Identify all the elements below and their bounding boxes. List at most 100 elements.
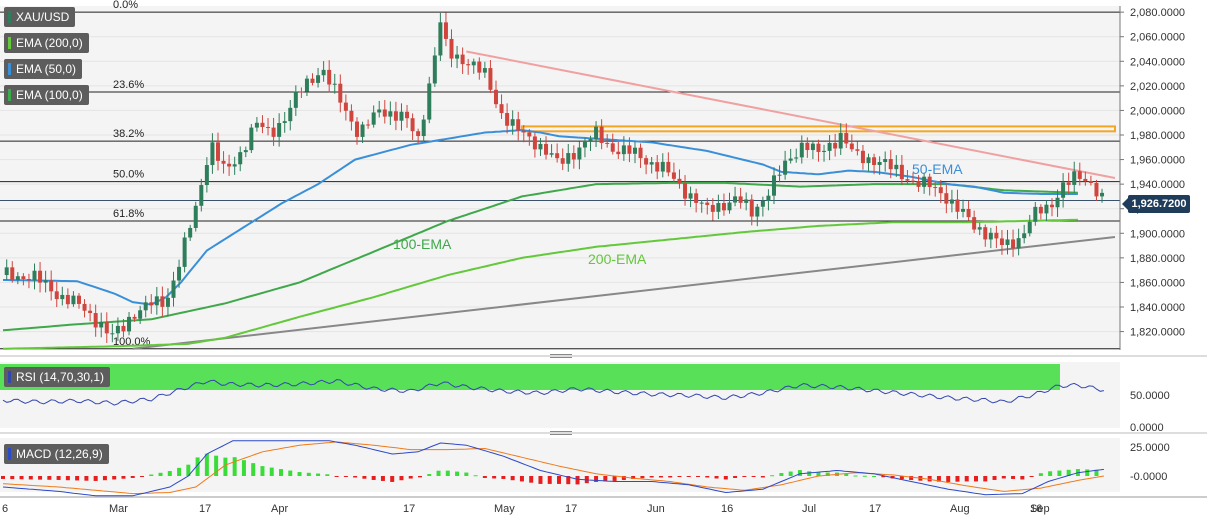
macd-histogram-bar: [28, 476, 33, 480]
rsi-legend[interactable]: RSI (14,70,30,1): [4, 367, 111, 387]
candle-body: [521, 130, 526, 133]
macd-histogram-bar: [696, 476, 700, 477]
fib-label: 0.0%: [113, 0, 138, 11]
candle-body: [988, 232, 993, 240]
candle-body: [894, 164, 899, 170]
candle-body: [282, 121, 287, 124]
ema100-legend[interactable]: EMA (100,0): [4, 85, 89, 105]
macd-histogram-bar: [464, 472, 469, 476]
y-tick-label: 1,860.0000: [1130, 277, 1185, 289]
macd-histogram-bar: [992, 476, 997, 480]
macd-histogram-bar: [1048, 471, 1053, 476]
candle-body: [482, 68, 487, 73]
candle-body: [710, 204, 715, 212]
descending-resistance-line: [466, 50, 1116, 179]
candle-body: [1066, 182, 1071, 185]
candle-body: [822, 150, 827, 152]
candle-body: [805, 142, 810, 151]
ema50-swatch: [8, 63, 11, 75]
ema50-legend-text: EMA (50,0): [16, 62, 77, 76]
candle-body: [1094, 182, 1099, 197]
macd-histogram-bar: [547, 476, 552, 484]
macd-line: [2, 440, 1104, 497]
candle-body: [405, 111, 410, 119]
macd-histogram-bar: [65, 476, 70, 481]
x-tick-label: Apr: [271, 503, 288, 515]
candle-body: [271, 127, 276, 137]
candle-body: [683, 183, 688, 199]
candle-body: [104, 322, 109, 334]
macd-histogram-bar: [1085, 469, 1090, 476]
ema200-legend[interactable]: EMA (200,0): [4, 33, 89, 53]
symbol-label[interactable]: XAU/USD: [4, 7, 76, 27]
x-tick-label: 17: [869, 503, 881, 515]
macd-histogram-bar: [899, 476, 904, 480]
candle-body: [733, 196, 738, 203]
candle-body: [660, 161, 665, 172]
macd-legend[interactable]: MACD (12,26,9): [4, 444, 109, 464]
x-tick-label: Jun: [647, 503, 665, 515]
candle-body: [304, 78, 309, 92]
candle-body: [938, 187, 943, 194]
candle-body: [438, 22, 443, 56]
candle-body: [933, 187, 938, 189]
macd-histogram-bar: [75, 476, 80, 481]
candle-body: [327, 69, 332, 85]
candle-body: [316, 75, 321, 83]
macd-histogram-bar: [362, 476, 367, 479]
macd-histogram-bar: [380, 476, 385, 481]
candle-body: [716, 203, 721, 212]
candle-body: [955, 199, 960, 212]
macd-histogram-bar: [408, 476, 413, 479]
candle-body: [644, 158, 649, 165]
y-tick-label: 1,960.0000: [1130, 155, 1185, 167]
macd-histogram-bar: [492, 476, 497, 479]
candle-body: [1088, 180, 1093, 183]
x-tick-label: Jul: [802, 503, 816, 515]
pane-resize-handle-top[interactable]: [550, 354, 572, 360]
y-tick-label: 1,820.0000: [1130, 327, 1185, 339]
macd-histogram-bar: [214, 455, 219, 476]
macd-histogram-bar: [538, 476, 543, 484]
macd-histogram-bar: [1001, 476, 1006, 479]
candle-body: [1005, 239, 1010, 245]
ema100-annotation: 100-EMA: [393, 236, 452, 252]
macd-histogram-bar: [473, 475, 478, 477]
fib-label: 23.6%: [113, 79, 144, 91]
candle-body: [349, 110, 354, 122]
candle-body: [594, 126, 599, 140]
candle-body: [849, 143, 854, 150]
macd-histogram-bar: [797, 470, 802, 476]
macd-histogram-bar: [612, 476, 617, 481]
macd-histogram-bar: [195, 457, 200, 476]
candle-body: [1055, 197, 1060, 208]
candle-body: [460, 54, 465, 65]
candle-body: [1061, 182, 1066, 198]
macd-histogram-bar: [751, 476, 756, 477]
macd-histogram-bar: [371, 476, 376, 480]
candle-body: [249, 127, 254, 151]
macd-histogram-bar: [649, 476, 654, 478]
candle-body: [833, 142, 838, 149]
candle-body: [1077, 171, 1082, 179]
candle-body: [371, 112, 376, 125]
macd-histogram-bar: [10, 476, 15, 480]
candle-body: [760, 200, 765, 207]
candle-body: [277, 123, 282, 137]
ema50-legend[interactable]: EMA (50,0): [4, 59, 83, 79]
candle-body: [677, 178, 682, 184]
macd-histogram-bar: [603, 476, 608, 482]
candle-body: [544, 143, 549, 155]
candle-body: [143, 302, 148, 311]
candle-body: [477, 61, 482, 73]
fib-label: 50.0%: [113, 169, 144, 181]
x-tick-label: Mar: [109, 503, 128, 515]
macd-histogram-bar: [19, 476, 24, 480]
candle-body: [566, 153, 571, 164]
candle-body: [471, 61, 476, 66]
candlesticks: [4, 12, 1105, 344]
pane-resize-handle-bottom[interactable]: [550, 431, 572, 437]
x-tick-label: 17: [199, 503, 211, 515]
candle-body: [254, 122, 259, 128]
